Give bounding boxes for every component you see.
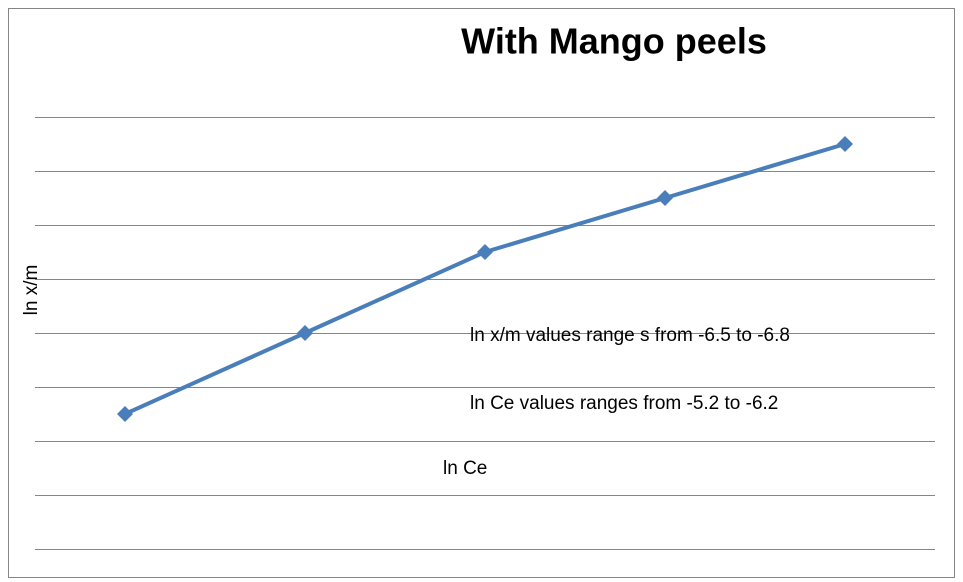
data-point [477,244,493,260]
data-point [297,325,313,341]
chart-frame [8,8,955,578]
chart-title: With Mango peels [461,21,767,62]
x-axis-label: ln Ce [443,458,487,479]
data-point [657,190,673,206]
annotation: ln Ce values ranges from -5.2 to -6.2 [470,393,778,414]
annotation: ln x/m values range s from -6.5 to -6.8 [470,325,790,346]
y-axis-label: ln x/m [21,265,42,316]
data-point [837,136,853,152]
data-point [117,406,133,422]
